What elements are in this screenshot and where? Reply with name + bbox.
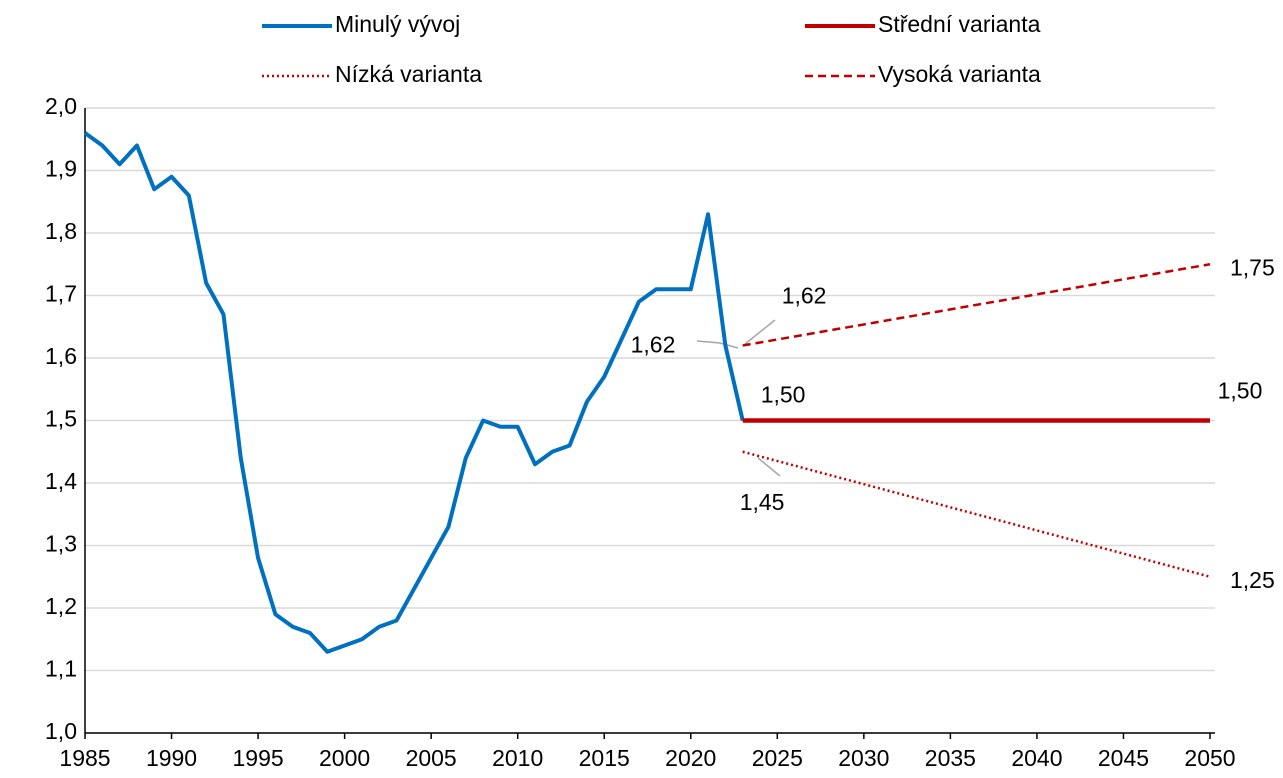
x-tick-label: 2025 (752, 745, 803, 771)
legend-label: Vysoká varianta (878, 61, 1041, 87)
y-tick-label: 2,0 (45, 93, 77, 119)
data-label: 1,25 (1230, 567, 1275, 593)
y-tick-label: 1,2 (45, 593, 77, 619)
x-tick-label: 2050 (1184, 745, 1235, 771)
x-tick-label: 1990 (146, 745, 197, 771)
data-label: 1,62 (782, 283, 827, 309)
data-label: 1,45 (740, 489, 785, 515)
data-label: 1,75 (1230, 254, 1275, 280)
x-tick-label: 1985 (59, 745, 110, 771)
y-tick-label: 1,8 (45, 218, 77, 244)
series-line (83, 131, 745, 654)
data-label: 1,50 (1218, 378, 1263, 404)
series-line (742, 450, 1211, 578)
x-tick-label: 1995 (232, 745, 283, 771)
legend-label: Střední varianta (878, 11, 1041, 37)
x-tick-label: 2020 (665, 745, 716, 771)
y-tick-label: 1,7 (45, 281, 77, 307)
y-tick-label: 1,0 (45, 718, 77, 744)
x-tick-label: 2030 (838, 745, 889, 771)
legend-label: Minulý vývoj (335, 11, 460, 37)
y-tick-label: 1,9 (45, 156, 77, 182)
series-line (742, 263, 1211, 347)
x-tick-label: 2040 (1011, 745, 1062, 771)
y-tick-label: 1,1 (45, 656, 77, 682)
x-tick-label: 2010 (492, 745, 543, 771)
x-tick-label: 2045 (1098, 745, 1149, 771)
y-tick-label: 1,6 (45, 343, 77, 369)
x-tick-label: 2000 (319, 745, 370, 771)
x-tick-label: 2015 (579, 745, 630, 771)
leader-line (696, 340, 739, 349)
x-tick-label: 2035 (925, 745, 976, 771)
leader-line (744, 319, 776, 345)
legend-label: Nízká varianta (335, 61, 482, 87)
data-label: 1,62 (631, 332, 676, 358)
y-tick-label: 1,4 (45, 468, 77, 494)
x-tick-label: 2005 (406, 745, 457, 771)
data-label: 1,50 (761, 382, 806, 408)
leader-line (757, 457, 781, 477)
y-tick-label: 1,3 (45, 531, 77, 557)
y-tick-label: 1,5 (45, 406, 77, 432)
